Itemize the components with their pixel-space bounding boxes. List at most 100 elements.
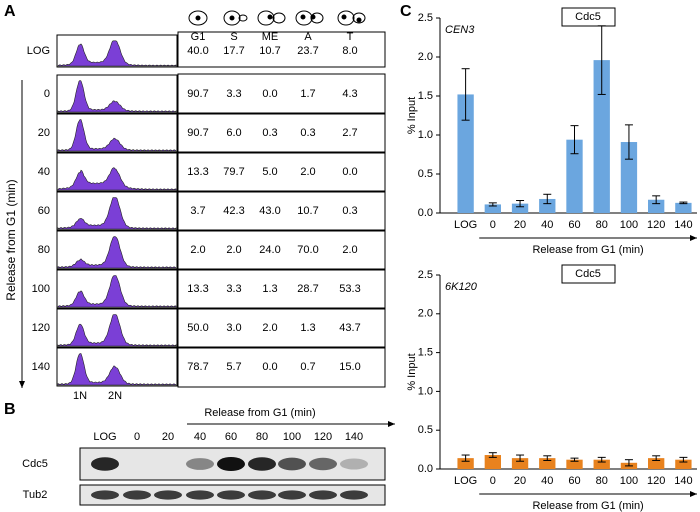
y-tick-label: 0.5 <box>418 424 433 436</box>
band <box>340 490 368 500</box>
error-bar <box>543 455 552 461</box>
table-cell: 0.3 <box>342 205 357 217</box>
histogram-box <box>56 269 178 309</box>
error-bar <box>570 125 579 155</box>
y-tick-label: 1.5 <box>418 90 433 102</box>
bar <box>593 459 610 469</box>
table-cell: 2.0 <box>342 244 357 256</box>
table-cell: 0.0 <box>262 88 277 100</box>
histogram-box <box>56 74 178 114</box>
histogram-box <box>56 191 178 231</box>
table-cell: 53.3 <box>339 283 360 295</box>
cell-icon <box>257 10 286 26</box>
table-row <box>177 31 386 68</box>
table-cell: 3.3 <box>226 88 241 100</box>
panel-label: B <box>4 401 16 418</box>
table-cell: 0.3 <box>262 127 277 139</box>
table-row <box>177 73 386 115</box>
row-label: 40 <box>38 166 50 178</box>
bar <box>566 139 583 213</box>
table-cell: 0.0 <box>342 166 357 178</box>
histogram-box <box>56 230 178 270</box>
row-label: LOG <box>27 45 50 57</box>
y-tick-label: 2.0 <box>418 308 433 320</box>
x-tick-label: 140 <box>674 475 692 487</box>
table-cell: 10.7 <box>297 205 318 217</box>
table-row <box>177 346 386 388</box>
table-cell: 6.0 <box>226 127 241 139</box>
error-bar <box>597 25 606 95</box>
band <box>154 490 182 500</box>
x-axis-title: Release from G1 (min) <box>532 244 643 256</box>
bar <box>457 94 474 213</box>
error-bar <box>597 456 606 463</box>
histogram-box <box>56 34 178 68</box>
bar <box>593 60 610 214</box>
row-label: 60 <box>38 205 50 217</box>
table-cell: 1.7 <box>300 88 315 100</box>
y-tick-label: 2.5 <box>418 269 433 281</box>
lane-label: 60 <box>225 431 237 443</box>
table-cell: 13.3 <box>187 166 208 178</box>
table-row <box>177 268 386 310</box>
x-tick-label: 40 <box>541 219 553 231</box>
table-cell: 78.7 <box>187 361 208 373</box>
histogram <box>57 314 177 347</box>
table-cell: 5.7 <box>226 361 241 373</box>
blot-title: Release from G1 (min) <box>204 407 315 419</box>
table-cell: 0.3 <box>300 127 315 139</box>
table-row <box>177 229 386 271</box>
histogram <box>57 119 177 152</box>
column-header: G1 <box>191 31 206 43</box>
column-header: ME <box>262 31 279 43</box>
blot-row-label: Cdc5 <box>22 458 48 470</box>
bar <box>539 198 556 213</box>
histogram <box>57 353 177 386</box>
lane-label: LOG <box>93 431 116 443</box>
histogram <box>57 236 177 269</box>
table-cell: 2.0 <box>300 166 315 178</box>
panel-label: C <box>400 3 412 20</box>
bar <box>484 455 501 469</box>
x-tick-label: LOG <box>454 475 477 487</box>
band <box>91 490 119 500</box>
band <box>309 490 337 500</box>
column-header: S <box>230 31 237 43</box>
band <box>278 490 306 500</box>
chart-title: 6K120 <box>445 281 478 293</box>
table-cell: 2.7 <box>342 127 357 139</box>
table-cell: 17.7 <box>223 45 244 57</box>
bar <box>620 142 638 213</box>
panel-label: A <box>4 3 16 20</box>
table-cell: 2.0 <box>190 244 205 256</box>
table-cell: 43.7 <box>339 322 360 334</box>
blot-row-label: Tub2 <box>23 489 48 501</box>
error-bar <box>624 459 633 467</box>
bar <box>457 458 474 469</box>
x-label: 1N <box>73 390 87 402</box>
table-cell: 3.0 <box>226 322 241 334</box>
cell-icon <box>223 10 248 26</box>
y-tick-label: 1.0 <box>418 385 433 397</box>
error-bar <box>516 200 525 208</box>
y-tick-label: 0.5 <box>418 168 433 180</box>
cell-icon <box>188 10 208 26</box>
error-bar <box>652 455 661 461</box>
error-bar <box>488 452 497 458</box>
x-label: 2N <box>108 390 122 402</box>
x-tick-label: 140 <box>674 219 692 231</box>
x-tick-label: LOG <box>454 219 477 231</box>
table-cell: 28.7 <box>297 283 318 295</box>
bar <box>566 459 583 469</box>
histogram <box>57 197 177 230</box>
legend-label: Cdc5 <box>575 11 601 23</box>
band <box>217 490 245 500</box>
lane-label: 0 <box>134 431 140 443</box>
table-row <box>177 190 386 232</box>
histogram-box <box>56 152 178 192</box>
band <box>217 457 245 471</box>
band <box>248 457 276 471</box>
table-cell: 4.3 <box>342 88 357 100</box>
